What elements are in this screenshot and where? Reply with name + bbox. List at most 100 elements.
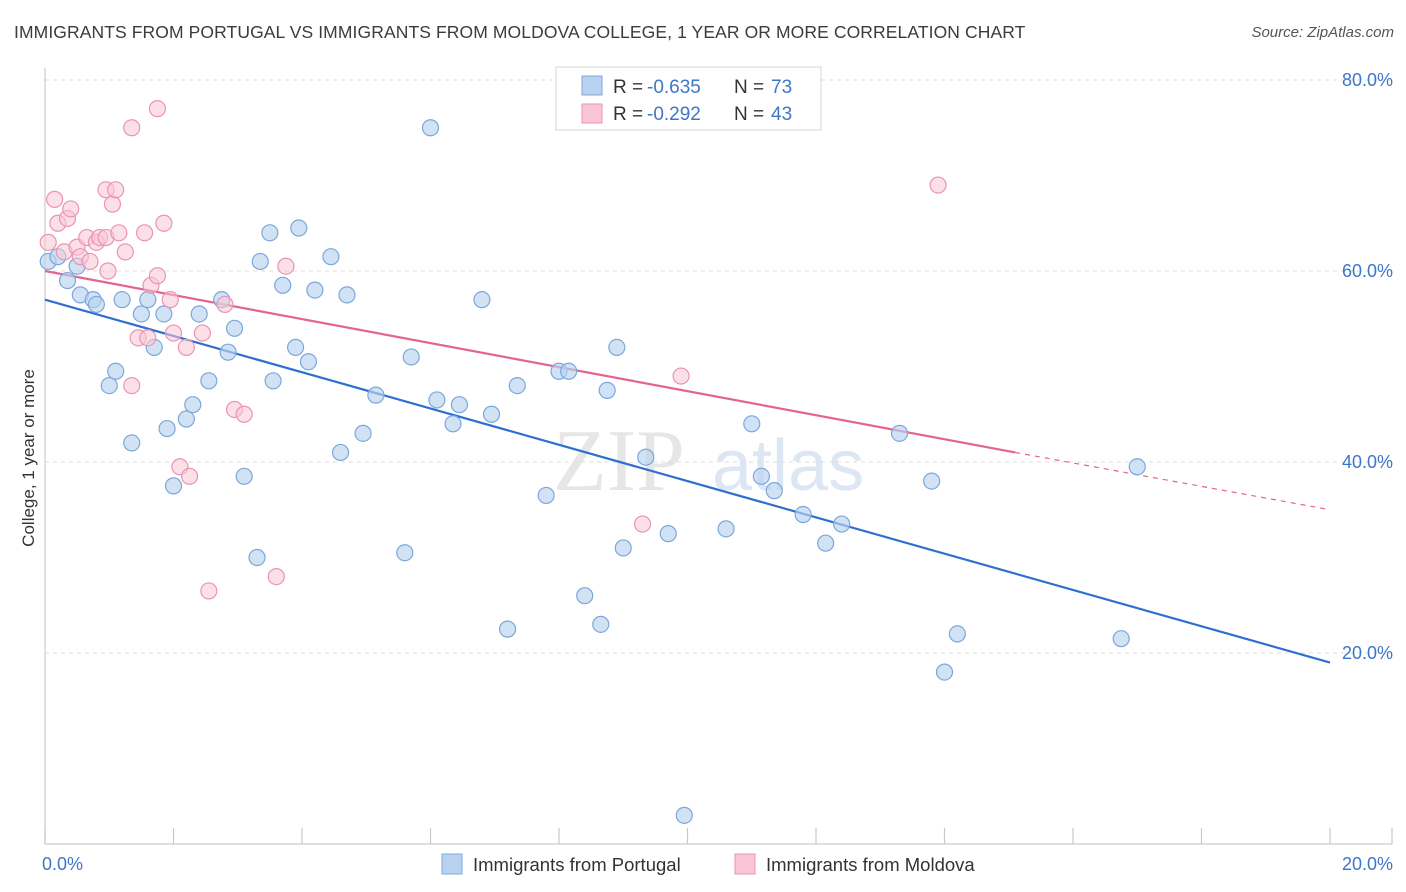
bottom-legend-portugal: Immigrants from Portugal [473,854,681,875]
portugal-point [200,372,218,390]
portugal-point [614,539,632,557]
source-label: Source: ZipAtlas.com [1251,24,1394,41]
portugal-point [659,525,677,543]
portugal-point [100,377,118,395]
portugal-point [354,424,372,442]
portugal-point [537,486,555,505]
tick-labels: 20.0% 40.0% 60.0% 80.0% 0.0% 20.0% [42,70,1393,874]
legend-portugal-r-value: -0.635 [647,77,701,98]
portugal-point [402,348,420,366]
portugal-point [184,396,202,414]
moldova-point [148,100,167,118]
moldova-point [161,291,179,309]
moldova-point [235,405,253,423]
legend-swatch-portugal [581,75,603,96]
portugal-trend-line [44,298,1331,664]
moldova-point [267,567,285,586]
y-tick-label: 20.0% [1342,643,1393,663]
moldova-point [180,467,199,485]
portugal-point [576,587,594,605]
moldova-point [46,190,64,208]
portugal-point [132,305,150,323]
portugal-point [87,295,106,314]
portugal-point [508,377,526,395]
legend-portugal-n-value: 73 [771,77,792,98]
portugal-point [177,410,195,428]
moldova-point [107,181,125,199]
portugal-point [935,663,954,681]
legend-swatch-moldova [581,103,603,124]
legend-moldova-n-label: N = [734,104,764,125]
portugal-point [190,305,208,323]
moldova-point [39,233,57,251]
moldova-point [62,200,80,218]
correlation-legend: R = -0.635 N = 73 R = -0.292 N = 43 [555,66,822,131]
moldova-point [110,224,128,242]
gridlines [45,79,1392,654]
portugal-point [450,396,469,414]
moldova-point [135,224,154,242]
moldova-point [164,324,183,342]
portugal-point [290,219,308,237]
portugal-point [219,343,237,361]
portugal-point [264,372,282,390]
moldova-point [148,267,167,285]
moldova-point [81,252,99,271]
portugal-point [331,443,350,462]
legend-moldova-n-value: 43 [771,104,792,125]
portugal-point [473,291,491,309]
portugal-point [158,419,176,438]
portugal-point [225,319,244,337]
y-tick-label: 60.0% [1342,261,1393,281]
portugal-point [717,520,735,538]
moldova-point [177,338,195,356]
moldova-point [139,329,157,347]
portugal-point [107,362,125,380]
portugal-point [274,276,292,294]
portugal-point [396,544,414,562]
legend-portugal-n-label: N = [734,77,764,98]
portugal-point [675,806,693,824]
moldova-point [216,295,234,314]
portugal-point [890,424,909,442]
moldova-point [193,324,212,342]
axes [44,68,1393,845]
moldova-point [123,119,141,137]
y-axis-label: College, 1 year or more [19,369,38,547]
moldova-point [929,176,947,194]
watermark-atlas: atlas [712,426,864,506]
bottom-legend-moldova: Immigrants from Moldova [766,854,975,875]
legend-moldova-r-value: -0.292 [647,104,701,125]
portugal-point [248,548,266,567]
moldova-point [123,377,141,395]
portugal-point [164,477,183,495]
portugal-point [948,625,966,643]
portugal-point [367,386,385,404]
portugal-point [923,472,941,490]
legend-moldova-r-label: R = [613,104,643,125]
portugal-point [421,119,440,137]
moldova-point [633,515,652,533]
portugal-point [235,467,253,485]
portugal-point [592,615,610,633]
portugal-point [833,515,851,533]
moldova-point [200,582,218,600]
portugal-point [286,338,305,356]
portugal-point [637,448,655,466]
bottom-legend-swatch-portugal [441,853,463,875]
moldova-trend-extension [1015,451,1331,511]
portugal-point [1112,630,1130,648]
legend-portugal-r-label: R = [613,77,643,98]
portugal-point [743,415,761,433]
portugal-point [608,338,626,356]
portugal-point [123,434,141,452]
portugal-point [482,405,501,423]
portugal-point [560,362,578,380]
portugal-point [113,291,131,309]
moldova-point [672,367,690,385]
trend-lines [44,269,1331,664]
y-tick-label: 80.0% [1342,70,1393,90]
y-tick-label: 40.0% [1342,452,1393,472]
portugal-point [765,482,783,500]
